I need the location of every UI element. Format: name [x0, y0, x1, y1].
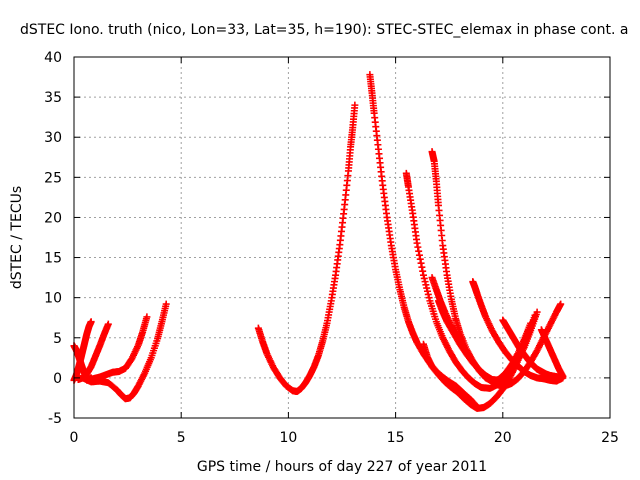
- x-axis-ticks: 0 5 10 15 20 25: [70, 57, 619, 446]
- series-15: [537, 326, 567, 380]
- series-4: [79, 300, 170, 403]
- series-5: [254, 101, 359, 396]
- y-tick-label: 10: [44, 291, 62, 307]
- data-point: [418, 263, 426, 271]
- data-point: [104, 320, 112, 328]
- series-7: [402, 169, 511, 392]
- data-point: [162, 300, 170, 308]
- series-12: [469, 278, 567, 385]
- series-14: [488, 300, 565, 390]
- data-point: [557, 300, 565, 308]
- plot-frame: [73, 56, 611, 419]
- data-point: [413, 239, 421, 247]
- data-marks: [70, 71, 567, 412]
- data-point: [143, 313, 151, 321]
- data-point: [87, 318, 95, 326]
- series-6: [366, 71, 481, 411]
- chart-title: dSTEC Iono. truth (nico, Lon=33, Lat=35,…: [20, 22, 628, 38]
- data-point: [351, 101, 359, 109]
- x-tick-label: 10: [279, 430, 297, 446]
- y-tick-label: 40: [44, 50, 62, 66]
- x-axis-title: GPS time / hours of day 227 of year 2011: [197, 459, 487, 475]
- y-tick-label: -5: [48, 411, 62, 427]
- data-point: [533, 308, 541, 316]
- data-point: [425, 294, 433, 302]
- x-tick-label: 25: [601, 430, 619, 446]
- y-tick-label: 0: [53, 371, 62, 387]
- y-axis-title: dSTEC / TECUs: [9, 186, 25, 289]
- data-point: [423, 284, 431, 292]
- y-tick-label: 5: [53, 331, 62, 347]
- data-point: [559, 372, 567, 380]
- data-point: [419, 271, 427, 279]
- data-point: [419, 267, 427, 275]
- y-axis-ticks: -5 0 5 10 15 20 25 30 35 40: [44, 50, 610, 427]
- data-point: [423, 287, 431, 295]
- data-point: [414, 243, 422, 251]
- y-tick-label: 25: [44, 170, 62, 186]
- data-point: [422, 281, 430, 289]
- x-tick-label: 5: [177, 430, 186, 446]
- data-point: [416, 255, 424, 263]
- data-point: [415, 247, 423, 255]
- y-tick-label: 15: [44, 251, 62, 267]
- x-tick-label: 15: [387, 430, 405, 446]
- x-tick-label: 0: [70, 430, 79, 446]
- y-tick-label: 20: [44, 210, 62, 226]
- data-point: [421, 278, 429, 286]
- data-point: [417, 259, 425, 267]
- y-tick-label: 35: [44, 90, 62, 106]
- data-point: [424, 290, 432, 298]
- x-tick-label: 20: [494, 430, 512, 446]
- data-point: [415, 251, 423, 259]
- y-tick-label: 30: [44, 130, 62, 146]
- data-point: [420, 274, 428, 282]
